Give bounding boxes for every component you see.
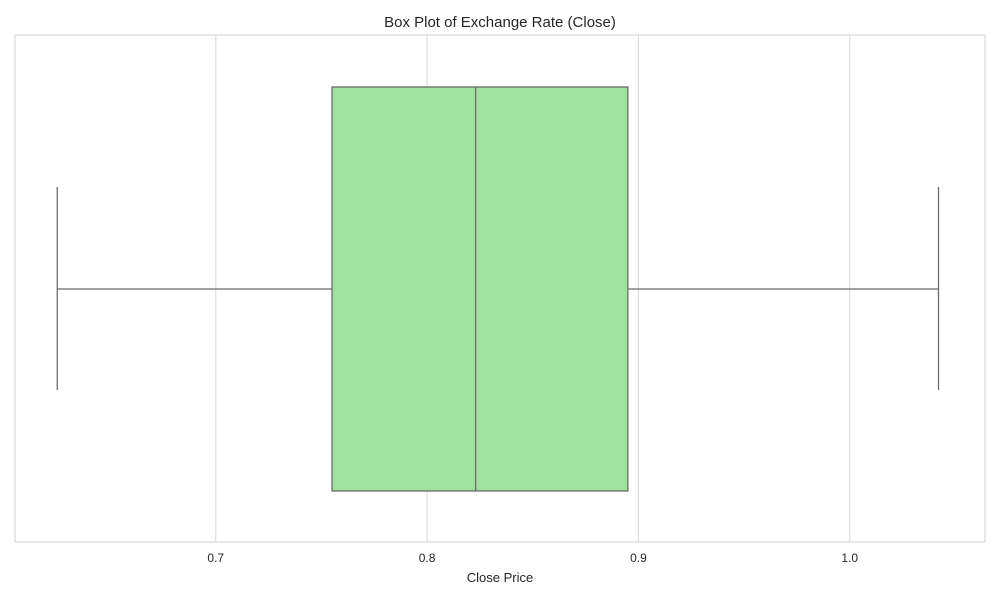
x-tick-label: 0.8: [419, 551, 436, 565]
x-tick-label: 0.7: [207, 551, 224, 565]
x-tick-label: 1.0: [841, 551, 858, 565]
x-axis-ticks: 0.7 0.8 0.9 1.0: [207, 551, 858, 565]
chart-title: Box Plot of Exchange Rate (Close): [384, 14, 616, 31]
x-tick-label: 0.9: [630, 551, 647, 565]
x-axis-label: Close Price: [467, 570, 533, 585]
interquartile-box: [331, 86, 629, 492]
box-plot: [56, 86, 940, 492]
